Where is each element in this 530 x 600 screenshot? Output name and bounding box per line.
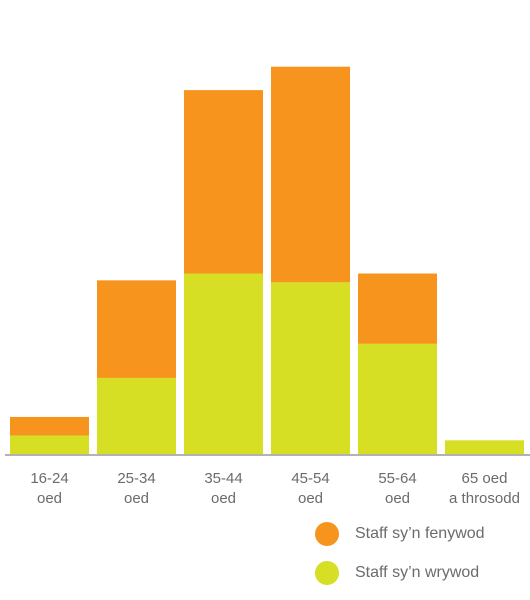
legend-item-male: Staff sy’n wrywod <box>300 559 530 587</box>
bar-male-0 <box>10 435 89 454</box>
bar-female-3 <box>271 66 350 283</box>
bar-female-4 <box>358 273 437 344</box>
bar-female-0 <box>10 416 89 436</box>
legend-label: Staff sy’n wrywod <box>355 564 480 581</box>
legend-item-female: Staff sy’n fenywod <box>300 520 530 548</box>
x-tick-label: 25-34 oed <box>117 470 155 507</box>
stacked-bar-chart: 16-24 oed 25-34 oed 35-44 oed 45-54 oed 55-64 oed… <box>5 66 530 507</box>
bar-male-5 <box>445 440 524 454</box>
bar-female-2 <box>184 90 263 274</box>
x-tick-label: 65 oed a throsodd <box>449 470 520 507</box>
bar-male-4 <box>358 343 437 454</box>
legend: Staff sy’n fenywod Staff sy’n wrywod <box>300 520 530 598</box>
x-tick-label: 45-54 oed <box>291 470 329 507</box>
legend-swatch <box>315 522 339 546</box>
x-tick-label: 35-44 oed <box>204 470 242 507</box>
legend-swatch <box>315 561 339 585</box>
legend-label: Staff sy’n fenywod <box>355 525 485 542</box>
bar-male-3 <box>271 282 350 454</box>
bar-male-1 <box>97 377 176 454</box>
bar-female-1 <box>97 280 176 378</box>
x-tick-label: 16-24 oed <box>30 470 68 507</box>
x-tick-label: 55-64 oed <box>378 470 416 507</box>
bar-male-2 <box>184 273 263 454</box>
